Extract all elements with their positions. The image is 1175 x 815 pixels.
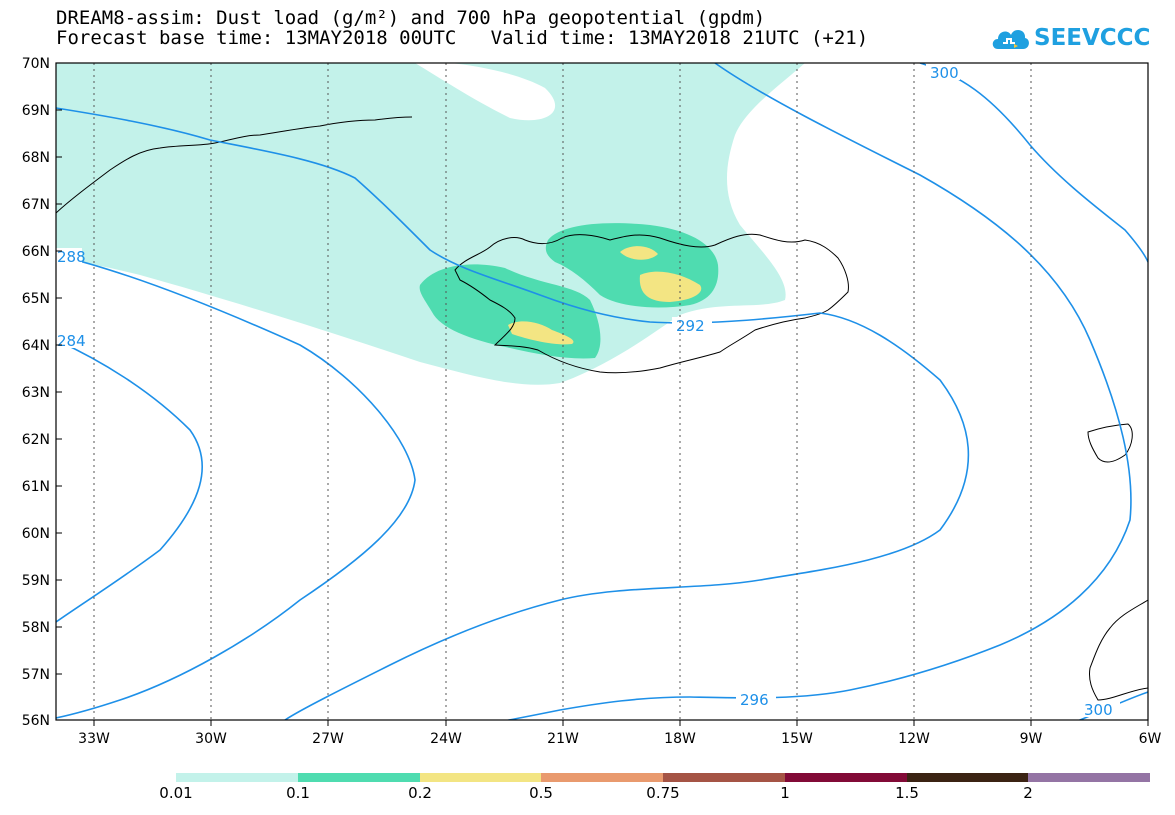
latitude-axis: 70N 69N 68N 67N 66N 65N 64N 63N 62N 61N … <box>22 56 62 729</box>
dust-region-high-2 <box>620 246 658 260</box>
lat-label: 56N <box>22 713 50 729</box>
lat-label: 68N <box>22 150 50 166</box>
contour-288 <box>56 107 821 324</box>
contour-label: 300 <box>1084 701 1113 719</box>
colorbar-swatch <box>785 773 907 782</box>
colorbar-swatch <box>420 773 541 782</box>
dust-load-shading <box>56 63 805 385</box>
map-subtitle: Forecast base time: 13MAY2018 00UTC Vali… <box>56 27 869 49</box>
geopotential-contours <box>56 63 1148 720</box>
lat-label: 65N <box>22 291 50 307</box>
lon-label: 15W <box>781 731 813 747</box>
contour-296 <box>504 63 1132 720</box>
lon-label: 6W <box>1139 731 1162 747</box>
contour-300 <box>919 63 1148 263</box>
faroe-coastline <box>1087 423 1133 463</box>
brand-logo: SEEVCCC <box>990 18 1150 58</box>
lon-label: 18W <box>664 731 696 747</box>
lat-label: 63N <box>22 385 50 401</box>
colorbar-label: 1.5 <box>895 784 919 802</box>
colorbar-swatch <box>298 773 420 782</box>
lon-label: 27W <box>312 731 344 747</box>
contour-label: 288 <box>57 248 86 266</box>
dust-region-light <box>56 63 805 385</box>
cloud-icon <box>992 29 1029 49</box>
lat-label: 67N <box>22 197 50 213</box>
lat-label: 60N <box>22 526 50 542</box>
colorbar-label: 0.75 <box>646 784 680 802</box>
colorbar-label: 1 <box>780 784 790 802</box>
lon-label: 21W <box>547 731 579 747</box>
map-title: DREAM8-assim: Dust load (g/m²) and 700 h… <box>56 7 766 29</box>
colorbar-swatch <box>1028 773 1150 782</box>
coastlines <box>56 116 1148 701</box>
lon-label: 9W <box>1020 731 1043 747</box>
dust-region-high-3 <box>508 321 574 345</box>
colorbar-swatch <box>663 773 785 782</box>
lat-label: 62N <box>22 432 50 448</box>
white-channel <box>415 63 556 121</box>
gridlines <box>93 63 1032 720</box>
scotland-coastline <box>1089 599 1148 701</box>
lon-label: 12W <box>898 731 930 747</box>
colorbar-label: 2 <box>1023 784 1033 802</box>
lat-label: 58N <box>22 620 50 636</box>
contour-292-east <box>284 312 970 720</box>
contour-label: 300 <box>930 64 959 82</box>
colorbar-swatch <box>541 773 663 782</box>
contour-label: 292 <box>676 317 705 335</box>
lat-label: 69N <box>22 103 50 119</box>
contour-label: 296 <box>740 691 769 709</box>
contour-284 <box>56 339 203 623</box>
lat-label: 61N <box>22 479 50 495</box>
lat-label: 66N <box>22 244 50 260</box>
lon-label: 24W <box>430 731 462 747</box>
lat-label: 70N <box>22 56 50 72</box>
lon-label: 30W <box>195 731 227 747</box>
greenland-coastline <box>56 116 413 214</box>
colorbar <box>176 773 1150 782</box>
colorbar-label: 0.2 <box>408 784 432 802</box>
colorbar-label: 0.5 <box>529 784 553 802</box>
iceland-coastline <box>454 233 849 374</box>
colorbar-label: 0.01 <box>159 784 193 802</box>
colorbar-label: 0.1 <box>286 784 310 802</box>
lat-label: 59N <box>22 573 50 589</box>
longitude-axis: 33W 30W 27W 24W 21W 18W 15W 12W 9W 6W <box>78 720 1162 747</box>
colorbar-swatch <box>907 773 1028 782</box>
lat-label: 57N <box>22 667 50 683</box>
lon-label: 33W <box>78 731 110 747</box>
brand-name: SEEVCCC <box>1034 25 1151 51</box>
dust-region-high-1 <box>639 271 702 302</box>
contour-288-west <box>56 254 416 719</box>
lat-label: 64N <box>22 338 50 354</box>
contour-label: 284 <box>57 332 86 350</box>
contour-labels: 300 288 284 292 296 300 <box>56 64 1120 719</box>
colorbar-swatch <box>176 773 298 782</box>
